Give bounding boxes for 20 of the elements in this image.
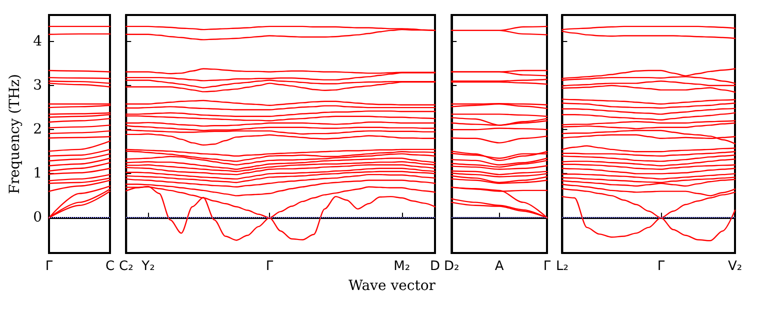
y-axis-title: Frequency (THz) (7, 74, 24, 194)
y-tick-label: 0 (33, 210, 42, 226)
x-tick-label: D (430, 259, 440, 274)
x-tick-label: Γ (45, 259, 54, 274)
x-tick-label: Γ (657, 259, 666, 274)
x-tick-label: Y₂ (140, 259, 155, 274)
y-tick-label: 1 (33, 166, 42, 182)
x-tick-label: A (494, 259, 504, 274)
y-tick-label: 2 (33, 122, 42, 138)
x-tick-label: M₂ (394, 259, 410, 274)
y-tick-label: 4 (33, 33, 42, 50)
x-tick-label: Γ (266, 259, 274, 274)
y-tick-label: 3 (33, 78, 42, 94)
x-axis-title: Wave vector (348, 278, 436, 294)
x-tick-label: D₂ (444, 259, 460, 274)
x-tick-label: L₂ (556, 259, 568, 274)
x-tick-label: C₂ (118, 259, 134, 274)
x-tick-label: V₂ (728, 259, 742, 274)
x-tick-label: C (105, 259, 115, 274)
x-tick-label: Γ (543, 259, 552, 274)
